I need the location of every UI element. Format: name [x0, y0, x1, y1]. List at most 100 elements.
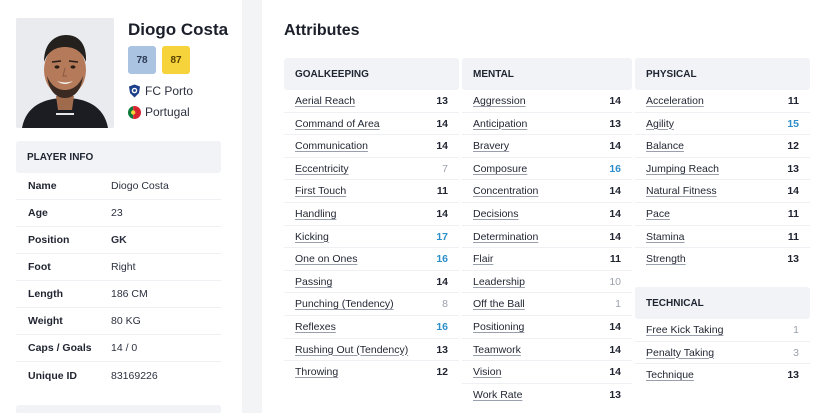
info-label: Weight — [28, 315, 63, 327]
attribute-value: 14 — [609, 230, 621, 243]
portugal-flag-icon — [128, 105, 141, 119]
attribute-name-link[interactable]: Natural Fitness — [646, 185, 717, 198]
physical-header: PHYSICAL — [635, 58, 810, 90]
attribute-value: 1 — [793, 324, 799, 336]
attribute-value: 14 — [609, 343, 621, 356]
attribute-value: 16 — [436, 321, 448, 333]
attribute-name-link[interactable]: Work Rate — [473, 388, 523, 401]
player-photo — [16, 18, 114, 128]
attribute-row: Passing 14 — [284, 271, 459, 294]
attribute-name-link[interactable]: Rushing Out (Tendency) — [295, 343, 409, 356]
attribute-row: Free Kick Taking 1 — [635, 319, 810, 342]
attribute-name-link[interactable]: Technique — [646, 369, 694, 382]
attribute-value: 14 — [436, 275, 448, 288]
info-row-position: Position GK — [16, 227, 221, 254]
player-info-header: PLAYER INFO — [16, 141, 221, 173]
attributes-panel: Attributes GOALKEEPING Aerial Reach 13 Com… — [262, 0, 825, 413]
attribute-value: 13 — [436, 343, 448, 356]
attribute-name-link[interactable]: Stamina — [646, 230, 685, 243]
attribute-name-link[interactable]: Decisions — [473, 208, 519, 220]
attribute-name-link[interactable]: Handling — [295, 208, 337, 220]
attribute-name-link[interactable]: Eccentricity — [295, 162, 349, 175]
attribute-row: Kicking 17 — [284, 226, 459, 249]
info-row-foot: Foot Right — [16, 254, 221, 281]
attribute-value: 15 — [787, 117, 799, 130]
attribute-name-link[interactable]: Positioning — [473, 321, 525, 333]
attribute-row: Composure 16 — [462, 158, 632, 181]
info-row-name: Name Diogo Costa — [16, 173, 221, 200]
attribute-name-link[interactable]: Throwing — [295, 366, 339, 379]
player-country[interactable]: Portugal — [128, 105, 190, 119]
attribute-row: Communication 14 — [284, 135, 459, 158]
attribute-name-link[interactable]: Jumping Reach — [646, 162, 719, 175]
attribute-name-link[interactable]: Balance — [646, 140, 684, 153]
attribute-name-link[interactable]: Bravery — [473, 140, 510, 153]
player-club[interactable]: FC Porto — [128, 84, 193, 98]
attributes-title: Attributes — [284, 22, 360, 39]
attribute-row: Throwing 12 — [284, 361, 459, 384]
attribute-name-link[interactable]: Penalty Taking — [646, 346, 715, 359]
attribute-name-link[interactable]: Off the Ball — [473, 298, 525, 311]
club-name: FC Porto — [145, 84, 194, 98]
attribute-name-link[interactable]: Composure — [473, 162, 528, 175]
attribute-name-link[interactable]: Vision — [473, 366, 502, 379]
attribute-name-link[interactable]: Aerial Reach — [295, 95, 356, 107]
attribute-value: 8 — [442, 298, 448, 311]
attribute-value: 14 — [436, 208, 448, 220]
attribute-name-link[interactable]: Passing — [295, 275, 333, 288]
attribute-row: Handling 14 — [284, 203, 459, 226]
country-name: Portugal — [145, 105, 190, 119]
attribute-row: Decisions 14 — [462, 203, 632, 226]
attribute-name-link[interactable]: Punching (Tendency) — [295, 298, 394, 311]
info-row-length: Length 186 CM — [16, 281, 221, 308]
attribute-row: Penalty Taking 3 — [635, 342, 810, 365]
attribute-value: 14 — [609, 208, 621, 220]
attribute-row: Rushing Out (Tendency) 13 — [284, 339, 459, 362]
attribute-value: 12 — [436, 366, 448, 379]
attribute-name-link[interactable]: Communication — [295, 140, 368, 153]
attribute-row: Bravery 14 — [462, 135, 632, 158]
attribute-value: 14 — [609, 185, 621, 198]
attribute-name-link[interactable]: Command of Area — [295, 117, 380, 130]
attribute-name-link[interactable]: Leadership — [473, 275, 525, 288]
attribute-value: 13 — [436, 95, 448, 107]
attribute-name-link[interactable]: First Touch — [295, 185, 347, 198]
attribute-row: Reflexes 16 — [284, 316, 459, 339]
attribute-name-link[interactable]: Kicking — [295, 230, 329, 243]
attribute-name-link[interactable]: Concentration — [473, 185, 539, 198]
attribute-name-link[interactable]: Free Kick Taking — [646, 324, 724, 336]
info-label: Foot — [28, 261, 51, 273]
attribute-name-link[interactable]: Strength — [646, 253, 686, 266]
attribute-name-link[interactable]: Pace — [646, 208, 670, 220]
current-ability-badge: 78 — [128, 46, 156, 74]
attribute-row: One on Ones 16 — [284, 248, 459, 271]
panel-divider — [242, 0, 262, 413]
attribute-value: 11 — [787, 208, 799, 220]
attribute-name-link[interactable]: Agility — [646, 117, 675, 130]
player-name: Diogo Costa — [128, 20, 229, 39]
attribute-row: Leadership 10 — [462, 271, 632, 294]
player-portrait-image — [16, 18, 114, 128]
attribute-value: 14 — [436, 117, 448, 130]
attribute-name-link[interactable]: Aggression — [473, 95, 526, 107]
attribute-value: 13 — [609, 117, 621, 130]
attribute-value: 14 — [609, 321, 621, 333]
attribute-name-link[interactable]: Anticipation — [473, 117, 528, 130]
attribute-row: Determination 14 — [462, 226, 632, 249]
info-value: Right — [111, 261, 136, 273]
attribute-name-link[interactable]: Reflexes — [295, 321, 336, 333]
attribute-name-link[interactable]: Teamwork — [473, 343, 521, 356]
attribute-name-link[interactable]: Flair — [473, 253, 494, 266]
attribute-value: 16 — [436, 253, 448, 266]
attribute-name-link[interactable]: Determination — [473, 230, 539, 243]
info-label: Name — [28, 180, 57, 192]
club-crest-icon — [129, 84, 140, 98]
attribute-value: 11 — [787, 230, 799, 243]
attribute-row: Anticipation 13 — [462, 113, 632, 136]
attribute-name-link[interactable]: Acceleration — [646, 95, 704, 107]
info-row-caps-goals: Caps / Goals 14 / 0 — [16, 335, 221, 362]
info-label: Length — [28, 288, 63, 300]
info-row-age: Age 23 — [16, 200, 221, 227]
attribute-name-link[interactable]: One on Ones — [295, 253, 358, 266]
attribute-value: 11 — [609, 253, 621, 266]
